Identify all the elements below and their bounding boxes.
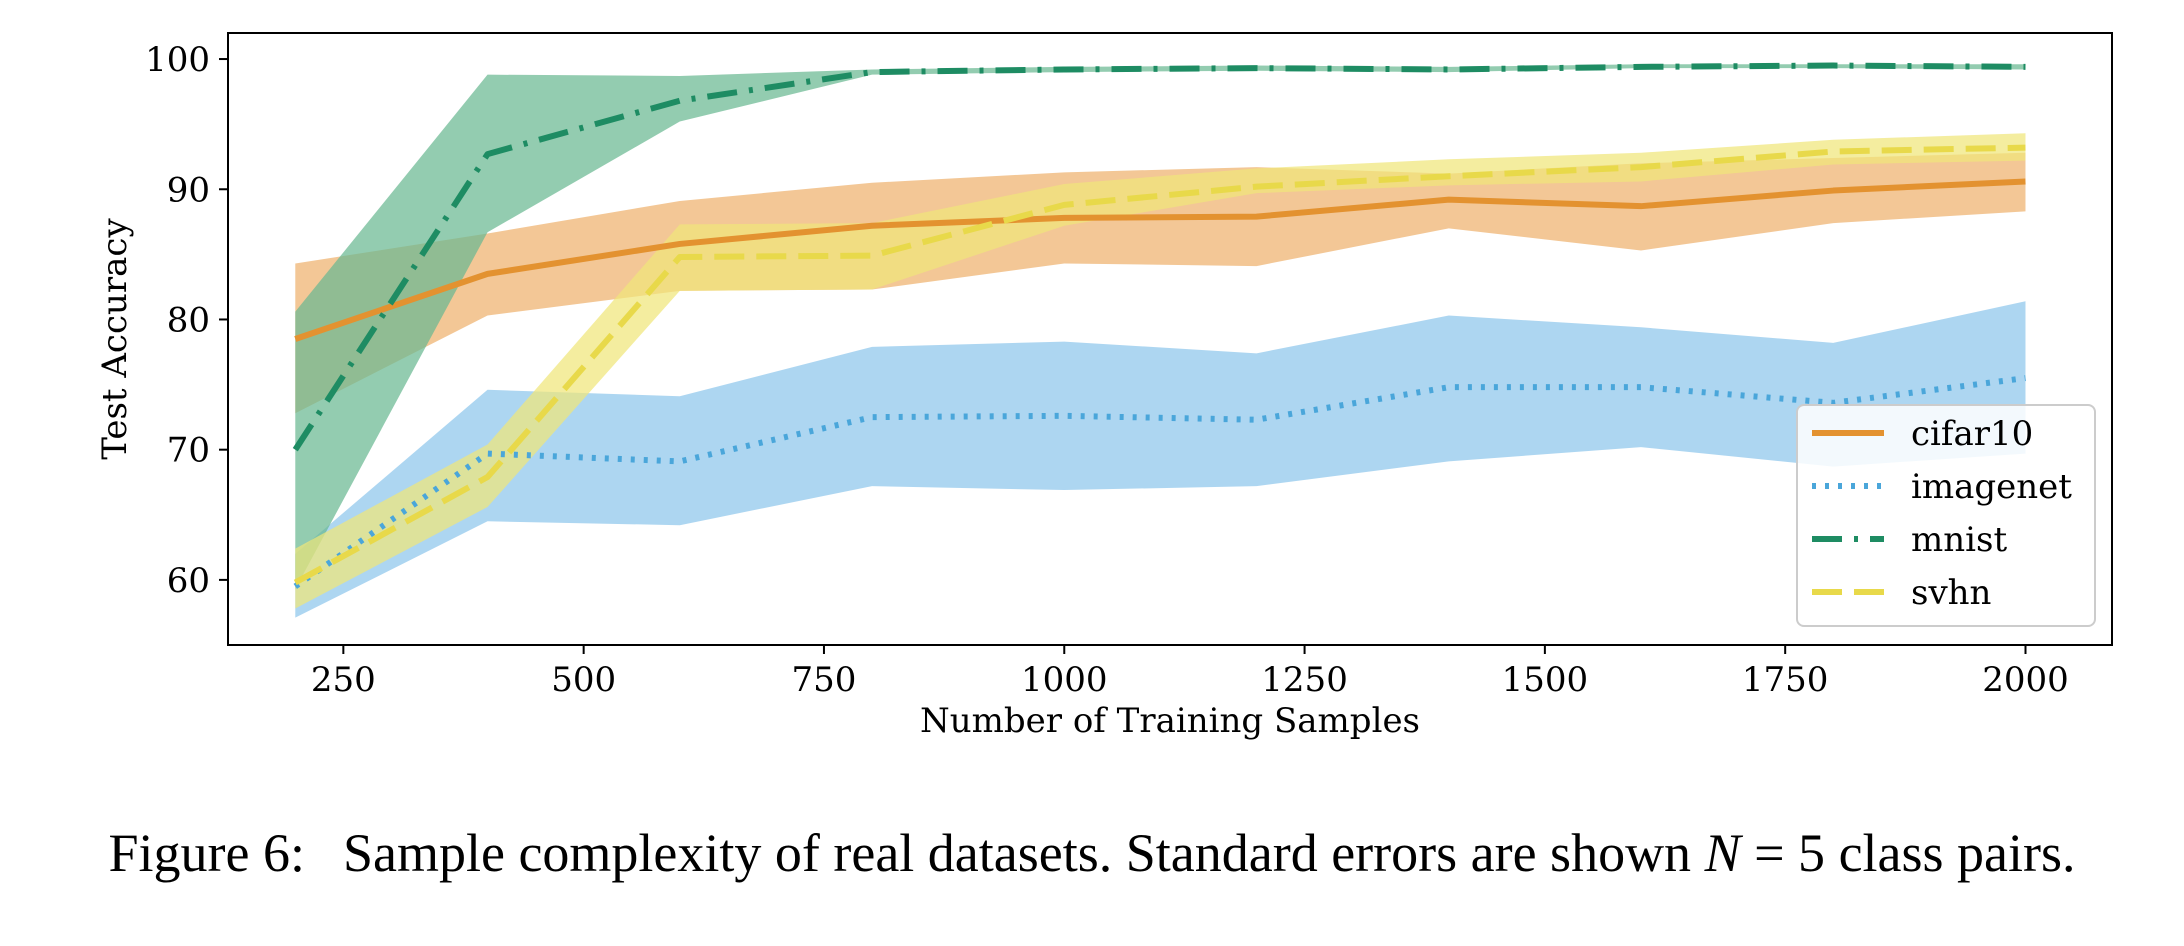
cifar10-line	[294, 178, 2026, 342]
chart: 250 500 750 1000 1250 1500 1750 2000 60 70 80 90 10…	[95, 32, 2113, 741]
caption-text-end: class pairs.	[1825, 823, 2076, 883]
legend-label-svhn: svhn	[1911, 573, 1991, 613]
y-tick-label-70: 70	[167, 431, 210, 471]
figure-caption: Figure 6: Sample complexity of real datas…	[0, 822, 2184, 884]
x-tick-label-1500: 1500	[1502, 660, 1589, 700]
caption-math-rest: = 5	[1740, 823, 1826, 883]
mnist-band	[295, 64, 2026, 590]
x-tick-label-750: 750	[792, 660, 857, 700]
y-tick-label-100: 100	[145, 40, 210, 80]
x-tick-label-1000: 1000	[1021, 660, 1108, 700]
legend-label-cifar10: cifar10	[1911, 414, 2033, 454]
x-tick-label-2000: 2000	[1982, 660, 2069, 700]
svhn-band	[295, 133, 2026, 609]
x-tick-label-500: 500	[551, 660, 616, 700]
legend: cifar10 imagenet mnist svhn	[1796, 404, 2096, 627]
x-tick-label-1250: 1250	[1261, 660, 1348, 700]
x-axis-label: Number of Training Samples	[920, 701, 1420, 741]
series-lines	[292, 62, 2026, 589]
y-tick-label-90: 90	[167, 170, 210, 210]
y-axis-label: Test Accuracy	[95, 218, 135, 460]
cifar10-band	[295, 152, 2026, 414]
figure-label: Figure 6:	[108, 823, 305, 883]
x-tick-label-1750: 1750	[1742, 660, 1829, 700]
imagenet-line	[293, 375, 2026, 589]
svhn-line	[293, 144, 2026, 586]
caption-text: Sample complexity of real datasets. Stan…	[342, 823, 1705, 883]
caption-math-var: N	[1704, 823, 1741, 883]
x-axis-ticks: 250 500 750 1000 1250 1500 1750 2000	[311, 645, 2069, 700]
imagenet-band	[295, 301, 2026, 618]
legend-box	[1796, 404, 2096, 627]
mnist-line	[292, 62, 2026, 452]
y-tick-label-80: 80	[167, 300, 210, 340]
y-axis-ticks: 60 70 80 90 100	[145, 40, 228, 601]
legend-label-mnist: mnist	[1911, 520, 2007, 560]
y-tick-label-60: 60	[167, 561, 210, 601]
x-tick-label-250: 250	[311, 660, 376, 700]
confidence-bands	[295, 64, 2026, 618]
legend-label-imagenet: imagenet	[1911, 467, 2072, 507]
plot-frame	[227, 32, 2113, 646]
